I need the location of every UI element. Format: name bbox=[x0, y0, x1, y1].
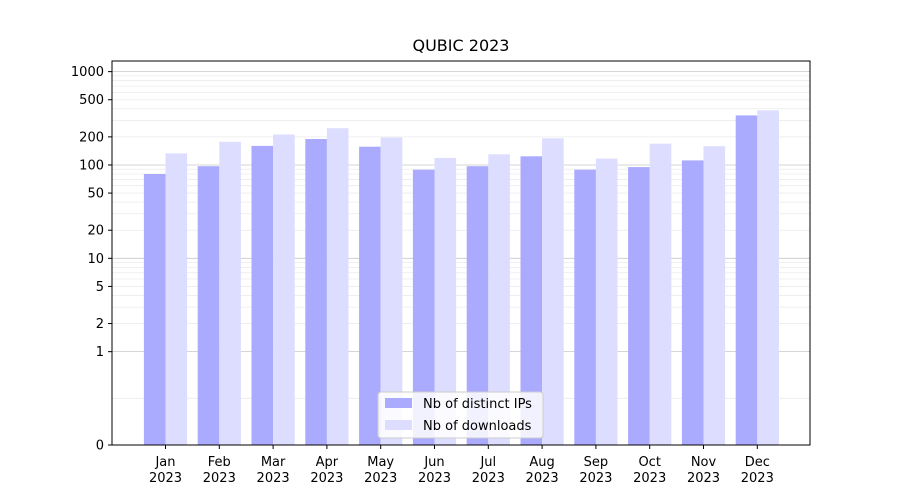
x-axis: Jan2023Feb2023Mar2023Apr2023May2023Jun20… bbox=[149, 445, 774, 486]
legend-frame bbox=[377, 391, 544, 439]
bar-nb-of-downloads-may-2023 bbox=[380, 137, 403, 445]
x-tick-label: May bbox=[367, 455, 394, 470]
x-tick-label: Nov bbox=[691, 455, 717, 470]
y-tick-label: 0 bbox=[96, 439, 104, 454]
legend-label-downloads: Nb of downloads bbox=[423, 419, 532, 434]
y-tick-label: 20 bbox=[87, 224, 104, 239]
x-tick-label: 2023 bbox=[203, 471, 236, 486]
bar-nb-of-downloads-aug-2023 bbox=[542, 138, 564, 446]
x-tick-label: 2023 bbox=[579, 471, 612, 486]
x-tick-label: Jun bbox=[423, 455, 444, 470]
bar-nb-of-downloads-dec-2023 bbox=[757, 110, 779, 446]
x-tick-label: 2023 bbox=[687, 471, 720, 486]
bar-nb-of-distinct-ips-aug-2023 bbox=[520, 156, 543, 446]
bar-nb-of-distinct-ips-may-2023 bbox=[359, 146, 381, 445]
y-tick-label: 5 bbox=[96, 280, 104, 295]
x-tick-label: 2023 bbox=[741, 471, 774, 486]
x-tick-label: Jul bbox=[479, 455, 496, 470]
y-tick-label: 10 bbox=[87, 252, 104, 267]
x-tick-label: Feb bbox=[208, 455, 231, 470]
x-tick-label: Apr bbox=[316, 455, 339, 470]
bar-nb-of-distinct-ips-feb-2023 bbox=[197, 166, 220, 445]
bars-layer bbox=[143, 110, 779, 446]
bar-nb-of-downloads-jul-2023 bbox=[488, 154, 510, 446]
bar-nb-of-distinct-ips-dec-2023 bbox=[735, 115, 758, 446]
x-tick-label: 2023 bbox=[149, 471, 182, 486]
x-tick-label: 2023 bbox=[310, 471, 343, 486]
x-tick-label: 2023 bbox=[418, 471, 451, 486]
chart-title: QUBIC 2023 bbox=[413, 36, 510, 55]
legend: Nb of distinct IPs Nb of downloads bbox=[377, 391, 544, 439]
plot-frame bbox=[111, 60, 811, 446]
y-tick-label: 100 bbox=[79, 158, 104, 173]
bar-nb-of-distinct-ips-jul-2023 bbox=[466, 166, 489, 445]
bar-nb-of-distinct-ips-nov-2023 bbox=[681, 160, 704, 445]
x-tick-label: Dec bbox=[745, 455, 770, 470]
y-tick-label: 1000 bbox=[71, 65, 104, 80]
x-tick-label: 2023 bbox=[364, 471, 397, 486]
y-tick-label: 2 bbox=[96, 317, 104, 332]
bar-nb-of-downloads-jan-2023 bbox=[165, 153, 188, 445]
legend-label-distinct-ips: Nb of distinct IPs bbox=[423, 397, 532, 412]
bar-nb-of-downloads-feb-2023 bbox=[219, 141, 241, 446]
x-tick-label: 2023 bbox=[633, 471, 666, 486]
bar-nb-of-distinct-ips-jan-2023 bbox=[143, 174, 166, 445]
y-tick-label: 500 bbox=[79, 93, 104, 108]
bar-nb-of-downloads-oct-2023 bbox=[649, 143, 672, 445]
x-tick-label: Mar bbox=[261, 455, 286, 470]
bar-nb-of-downloads-nov-2023 bbox=[703, 146, 726, 445]
x-tick-label: Oct bbox=[638, 455, 660, 470]
y-axis: 0 1 2 5 10 20 50 100 200 500 1000 bbox=[71, 65, 112, 454]
bar-nb-of-distinct-ips-jun-2023 bbox=[412, 169, 435, 445]
bar-nb-of-downloads-jun-2023 bbox=[434, 157, 457, 445]
y-tick-label: 200 bbox=[79, 130, 104, 145]
bar-nb-of-downloads-mar-2023 bbox=[273, 134, 295, 445]
x-tick-label: 2023 bbox=[257, 471, 290, 486]
legend-swatch-distinct-ips bbox=[385, 398, 412, 408]
x-tick-label: 2023 bbox=[472, 471, 505, 486]
bar-nb-of-distinct-ips-apr-2023 bbox=[305, 139, 327, 445]
x-tick-label: Jan bbox=[154, 455, 175, 470]
bar-nb-of-distinct-ips-mar-2023 bbox=[251, 145, 274, 445]
bar-nb-of-downloads-apr-2023 bbox=[326, 128, 349, 445]
bar-nb-of-downloads-sep-2023 bbox=[595, 158, 618, 445]
x-tick-label: Aug bbox=[529, 455, 554, 470]
bar-nb-of-distinct-ips-sep-2023 bbox=[574, 169, 596, 445]
y-tick-label: 1 bbox=[96, 345, 104, 360]
y-tick-label: 50 bbox=[87, 187, 104, 202]
bar-nb-of-distinct-ips-oct-2023 bbox=[628, 167, 650, 445]
legend-swatch-downloads bbox=[385, 420, 412, 430]
x-tick-label: 2023 bbox=[526, 471, 559, 486]
x-tick-label: Sep bbox=[584, 455, 609, 470]
